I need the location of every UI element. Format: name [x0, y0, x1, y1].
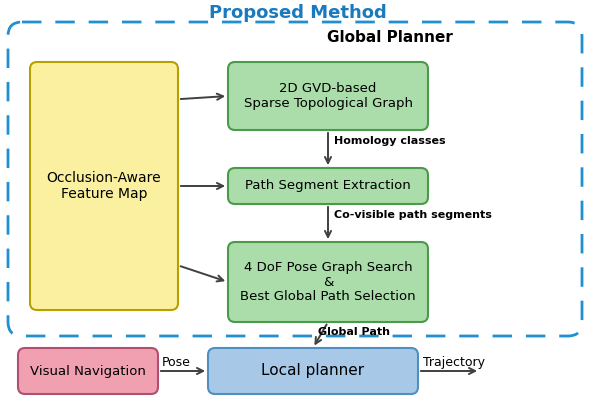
Text: Co-visible path segments: Co-visible path segments — [334, 210, 492, 220]
Text: Visual Navigation: Visual Navigation — [30, 364, 146, 377]
Text: Homology classes: Homology classes — [334, 136, 446, 146]
Text: Global Planner: Global Planner — [327, 31, 453, 46]
Text: Path Segment Extraction: Path Segment Extraction — [245, 180, 411, 193]
Text: 4 DoF Pose Graph Search
&
Best Global Path Selection: 4 DoF Pose Graph Search & Best Global Pa… — [240, 260, 416, 304]
Text: Occlusion-Aware
Feature Map: Occlusion-Aware Feature Map — [46, 171, 162, 201]
Text: 2D GVD-based
Sparse Topological Graph: 2D GVD-based Sparse Topological Graph — [244, 82, 412, 110]
Text: Global Path: Global Path — [318, 327, 390, 337]
FancyBboxPatch shape — [228, 242, 428, 322]
FancyBboxPatch shape — [30, 62, 178, 310]
FancyBboxPatch shape — [228, 62, 428, 130]
Text: Trajectory: Trajectory — [423, 356, 485, 369]
Text: Proposed Method: Proposed Method — [209, 4, 387, 22]
FancyBboxPatch shape — [18, 348, 158, 394]
Text: Pose: Pose — [162, 356, 191, 369]
FancyBboxPatch shape — [208, 348, 418, 394]
FancyBboxPatch shape — [228, 168, 428, 204]
Text: Local planner: Local planner — [262, 364, 365, 379]
